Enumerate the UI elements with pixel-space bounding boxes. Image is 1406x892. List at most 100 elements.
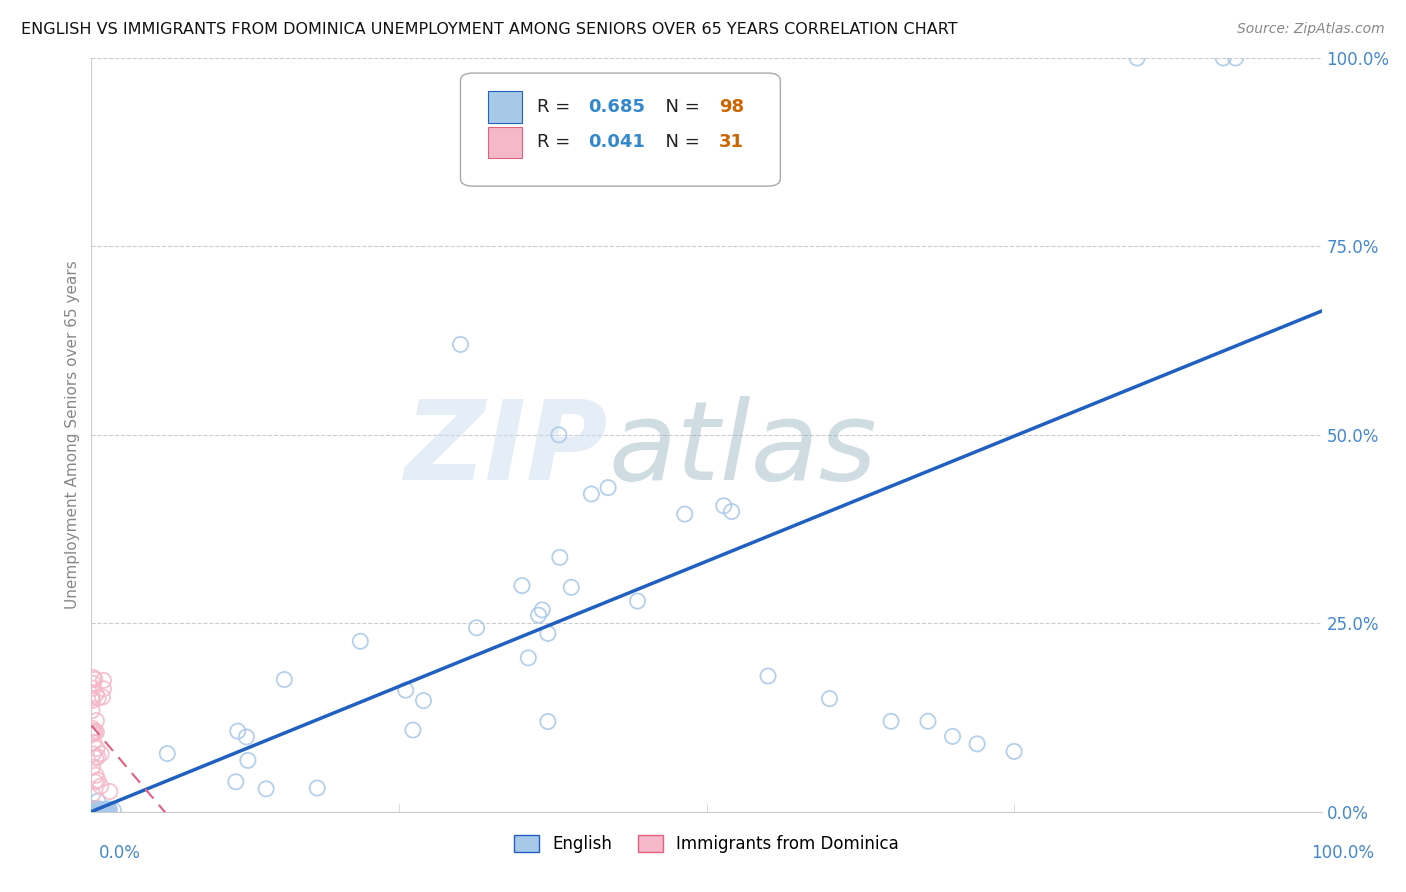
Point <box>1126 51 1149 65</box>
Point <box>86 741 108 756</box>
Point <box>626 594 648 608</box>
Point <box>82 671 104 685</box>
Text: ZIP: ZIP <box>405 396 607 503</box>
Point <box>87 773 110 788</box>
Point <box>91 690 114 704</box>
Point <box>756 669 779 683</box>
Point <box>86 801 108 815</box>
Text: 0.685: 0.685 <box>588 98 645 116</box>
Point <box>87 691 110 706</box>
Bar <box>488 91 522 123</box>
Point <box>235 730 257 744</box>
Point <box>226 724 249 739</box>
Point <box>83 803 105 817</box>
Point <box>1212 51 1234 65</box>
Point <box>82 803 104 817</box>
Point <box>93 681 115 696</box>
Point <box>80 804 103 818</box>
Point <box>449 337 471 351</box>
Point <box>941 730 963 744</box>
Point <box>87 804 110 818</box>
Bar <box>488 127 522 158</box>
Text: Source: ZipAtlas.com: Source: ZipAtlas.com <box>1237 22 1385 37</box>
Point <box>80 803 103 817</box>
Point <box>254 781 277 796</box>
Point <box>86 803 108 817</box>
Point <box>83 805 105 819</box>
Point <box>82 722 104 736</box>
Point <box>90 779 112 793</box>
Point <box>82 747 104 761</box>
Point <box>82 681 104 695</box>
Text: 31: 31 <box>718 134 744 152</box>
Point <box>91 805 114 819</box>
Point <box>87 805 110 819</box>
Point <box>94 804 117 818</box>
Point <box>225 774 247 789</box>
FancyBboxPatch shape <box>460 73 780 186</box>
Point <box>83 723 105 738</box>
Point <box>531 603 554 617</box>
Point <box>97 802 120 816</box>
Point <box>83 803 105 817</box>
Point <box>307 780 329 795</box>
Point <box>548 550 571 565</box>
Point <box>80 727 103 741</box>
Point <box>537 714 560 729</box>
Point <box>86 804 108 818</box>
Point <box>96 802 118 816</box>
Point <box>98 784 121 798</box>
Point <box>84 751 107 765</box>
Text: atlas: atlas <box>607 396 877 503</box>
Text: 0.0%: 0.0% <box>98 844 141 862</box>
Point <box>1002 744 1025 758</box>
Point <box>84 805 107 819</box>
Point <box>156 747 179 761</box>
Point <box>82 760 104 774</box>
Point <box>80 804 103 818</box>
Text: N =: N = <box>654 134 706 152</box>
Point <box>517 651 540 665</box>
Point <box>83 673 105 687</box>
Point <box>80 801 103 815</box>
Point <box>86 804 108 818</box>
Point <box>82 805 104 819</box>
Point <box>83 804 105 818</box>
Point <box>83 801 105 815</box>
Point <box>84 804 107 818</box>
Point <box>90 804 112 818</box>
Point <box>90 747 112 761</box>
Point <box>84 775 107 789</box>
Point <box>86 805 108 819</box>
Point <box>89 805 111 819</box>
Point <box>87 794 110 808</box>
Legend: English, Immigrants from Dominica: English, Immigrants from Dominica <box>508 829 905 860</box>
Point <box>83 805 105 819</box>
Point <box>91 804 114 818</box>
Point <box>537 626 560 640</box>
Text: 0.041: 0.041 <box>588 134 645 152</box>
Point <box>84 804 107 818</box>
Point <box>90 805 112 819</box>
Point <box>82 788 104 802</box>
Point <box>82 803 104 817</box>
Point <box>673 507 696 521</box>
Point <box>581 487 603 501</box>
Point <box>87 805 110 819</box>
Point <box>82 676 104 690</box>
Point <box>402 723 425 737</box>
Text: ENGLISH VS IMMIGRANTS FROM DOMINICA UNEMPLOYMENT AMONG SENIORS OVER 65 YEARS COR: ENGLISH VS IMMIGRANTS FROM DOMINICA UNEM… <box>21 22 957 37</box>
Point <box>713 499 735 513</box>
Point <box>82 804 104 818</box>
Point <box>86 749 108 764</box>
Point <box>94 804 117 818</box>
Point <box>91 804 114 818</box>
Point <box>412 693 434 707</box>
Point <box>720 504 742 518</box>
Point <box>98 803 121 817</box>
Point <box>103 803 125 817</box>
Point <box>82 805 104 819</box>
Point <box>80 805 103 819</box>
Text: R =: R = <box>537 98 575 116</box>
Point <box>86 725 108 739</box>
